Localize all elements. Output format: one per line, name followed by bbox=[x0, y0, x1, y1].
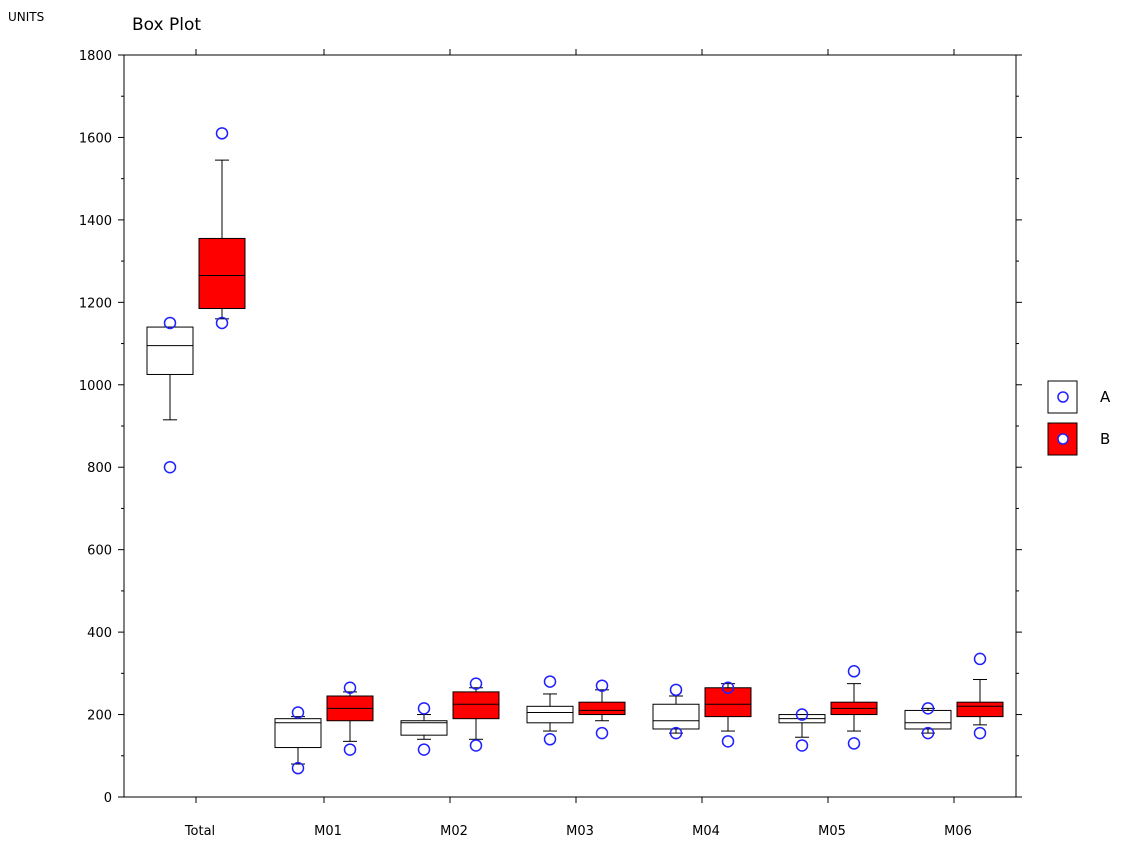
outlier-point bbox=[543, 675, 557, 688]
y-tick-label: 1200 bbox=[79, 296, 112, 311]
outlier-point bbox=[973, 652, 987, 666]
y-tick-label: 800 bbox=[87, 461, 112, 476]
x-tick-label: M05 bbox=[818, 824, 846, 839]
box-b bbox=[198, 237, 246, 310]
legend-swatch-a bbox=[1047, 380, 1078, 414]
y-tick-label: 1000 bbox=[79, 379, 112, 394]
y-tick-label: 600 bbox=[87, 544, 112, 559]
y-tick-label: 1400 bbox=[79, 214, 112, 229]
box-b bbox=[956, 701, 1004, 718]
outlier-point bbox=[921, 726, 935, 740]
legend-label-a: A bbox=[1100, 388, 1111, 406]
outlier-point bbox=[795, 708, 809, 721]
box-a bbox=[526, 705, 574, 724]
y-tick-label: 1800 bbox=[79, 49, 112, 64]
outlier-point bbox=[721, 735, 735, 748]
outlier-point bbox=[343, 681, 357, 695]
chart-title: Box Plot bbox=[132, 15, 202, 35]
outlier-point bbox=[469, 739, 483, 752]
outlier-point bbox=[595, 726, 609, 740]
box-b bbox=[452, 691, 500, 720]
y-tick-label: 0 bbox=[104, 791, 112, 806]
outlier-point bbox=[669, 726, 683, 740]
outlier-point bbox=[291, 761, 305, 775]
y-tick-label: 1600 bbox=[79, 131, 112, 146]
outlier-point bbox=[973, 726, 987, 740]
x-tick-label: M03 bbox=[566, 824, 594, 839]
x-tick-label: M04 bbox=[692, 824, 720, 839]
y-tick-label: 200 bbox=[87, 709, 112, 724]
legend-label-b: B bbox=[1100, 430, 1110, 448]
box-b bbox=[704, 687, 752, 718]
box-a bbox=[146, 326, 194, 375]
outlier-point bbox=[417, 702, 431, 715]
outlier-point bbox=[343, 743, 357, 756]
outlier-point bbox=[469, 677, 483, 690]
plot-frame bbox=[123, 54, 1017, 798]
outlier-point bbox=[291, 706, 305, 719]
outlier-point bbox=[921, 702, 935, 715]
legend-marker-b bbox=[1057, 433, 1069, 445]
outlier-point bbox=[847, 665, 861, 678]
outlier-point bbox=[721, 681, 735, 695]
outlier-point bbox=[595, 679, 609, 692]
outlier-point bbox=[163, 460, 177, 474]
y-axis-label: UNITS bbox=[8, 10, 45, 24]
x-tick-label: Total bbox=[184, 824, 215, 839]
x-tick-label: M02 bbox=[440, 824, 468, 839]
legend-marker-a bbox=[1057, 391, 1069, 403]
y-tick-label: 400 bbox=[87, 626, 112, 641]
x-tick-label: M06 bbox=[944, 824, 972, 839]
outlier-point bbox=[795, 739, 809, 752]
outlier-point bbox=[215, 316, 229, 330]
outlier-point bbox=[543, 733, 557, 746]
x-tick-label: M01 bbox=[314, 824, 342, 839]
outlier-point bbox=[215, 127, 229, 140]
outlier-point bbox=[669, 683, 683, 697]
box-a bbox=[652, 703, 700, 730]
box-a bbox=[400, 720, 448, 736]
outlier-point bbox=[417, 743, 431, 756]
outlier-point bbox=[163, 316, 177, 330]
box-a bbox=[274, 718, 322, 749]
outlier-point bbox=[847, 737, 861, 750]
box-a bbox=[904, 709, 952, 730]
box-b bbox=[578, 701, 626, 716]
